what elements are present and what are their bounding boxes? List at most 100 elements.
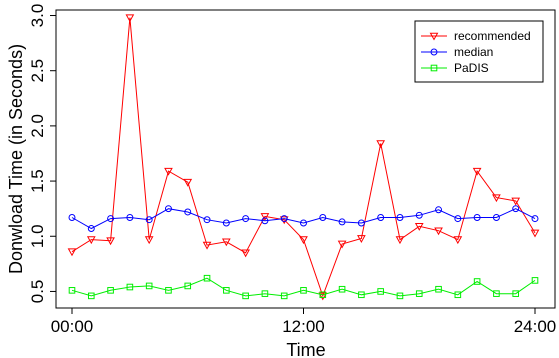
data-point	[87, 292, 95, 300]
data-point	[300, 219, 307, 227]
data-point	[511, 197, 521, 206]
series-line	[71, 208, 536, 230]
data-point	[377, 288, 384, 295]
legend-label: recommended	[454, 29, 531, 43]
data-point	[415, 290, 423, 297]
data-point	[86, 236, 96, 245]
data-point	[280, 215, 288, 223]
data-point	[242, 292, 249, 300]
data-point	[145, 216, 153, 224]
data-point	[106, 237, 115, 246]
data-point	[337, 240, 347, 249]
series-layer	[67, 14, 540, 301]
series-recommended	[67, 14, 540, 301]
data-point	[279, 216, 289, 225]
data-point	[434, 227, 443, 236]
data-point	[67, 248, 77, 257]
data-point	[319, 214, 327, 221]
data-point	[126, 283, 134, 291]
data-point	[125, 14, 135, 23]
data-point	[473, 214, 481, 221]
data-point	[241, 249, 250, 258]
series-median	[68, 205, 539, 233]
data-point	[144, 236, 154, 245]
data-point	[395, 236, 405, 245]
data-point	[338, 218, 346, 226]
data-point	[358, 291, 365, 299]
data-point	[415, 211, 423, 219]
data-point	[260, 213, 270, 221]
data-point	[184, 208, 192, 216]
ticks: 00:00 12:00 24:00 0.5 1.0 1.5 2.0 2.5 3.0	[28, 4, 556, 336]
data-point	[165, 287, 172, 294]
data-point	[492, 214, 500, 221]
data-point	[223, 287, 230, 294]
data-point	[300, 287, 307, 294]
x-tick-label: 00:00	[51, 317, 94, 336]
data-point	[203, 216, 211, 224]
data-point	[454, 215, 462, 223]
data-point	[396, 292, 404, 300]
data-point	[338, 285, 346, 293]
data-point	[164, 167, 173, 176]
data-point	[454, 291, 462, 299]
data-point	[435, 285, 442, 293]
data-point	[430, 48, 438, 56]
data-point	[261, 290, 269, 297]
data-point	[357, 235, 366, 243]
data-point	[376, 140, 386, 149]
data-point	[87, 225, 95, 233]
data-point	[68, 214, 76, 221]
y-tick-label: 2.5	[28, 59, 47, 83]
data-point	[222, 219, 230, 227]
y-axis-label: Donwload Time (in Seconds)	[6, 44, 26, 274]
y-tick-label: 0.5	[28, 280, 47, 304]
data-point	[435, 206, 443, 214]
data-point	[202, 241, 212, 250]
data-point	[145, 282, 153, 290]
data-point	[184, 282, 192, 290]
series-line	[71, 17, 536, 298]
data-point	[472, 167, 482, 176]
data-point	[530, 229, 540, 238]
data-point	[126, 214, 134, 221]
data-point	[107, 287, 114, 294]
y-tick-label: 1.5	[28, 169, 47, 193]
data-point	[531, 215, 539, 223]
legend-item-median: median	[421, 45, 493, 59]
data-point	[203, 274, 211, 282]
data-point	[280, 292, 288, 300]
plot-frame	[55, 9, 556, 309]
data-point	[430, 64, 438, 72]
legend-label: PaDIS	[454, 61, 489, 75]
data-point	[512, 205, 520, 213]
data-point	[357, 219, 365, 227]
data-point	[429, 32, 439, 41]
y-tick-label: 1.0	[28, 224, 47, 248]
data-point	[531, 277, 539, 284]
legend-label: median	[454, 45, 493, 59]
data-point	[164, 205, 172, 213]
legend-item-padis: PaDIS	[421, 61, 489, 75]
y-tick-label: 3.0	[28, 4, 47, 28]
data-point	[396, 214, 404, 221]
data-point	[377, 214, 385, 221]
data-point	[68, 287, 76, 294]
data-point	[492, 194, 501, 203]
data-point	[414, 223, 424, 231]
data-point	[473, 278, 481, 285]
y-tick-label: 2.0	[28, 114, 47, 138]
data-point	[319, 291, 327, 299]
x-axis-label: Time	[286, 340, 325, 358]
data-point	[493, 290, 500, 297]
series-line	[71, 277, 536, 297]
series-padis	[68, 274, 539, 300]
data-point	[318, 292, 328, 301]
data-point	[183, 178, 193, 187]
legend-item-recommended: recommended	[421, 29, 531, 43]
data-point	[221, 238, 231, 247]
data-point	[299, 236, 308, 245]
legend: recommended median PaDIS	[414, 20, 544, 83]
